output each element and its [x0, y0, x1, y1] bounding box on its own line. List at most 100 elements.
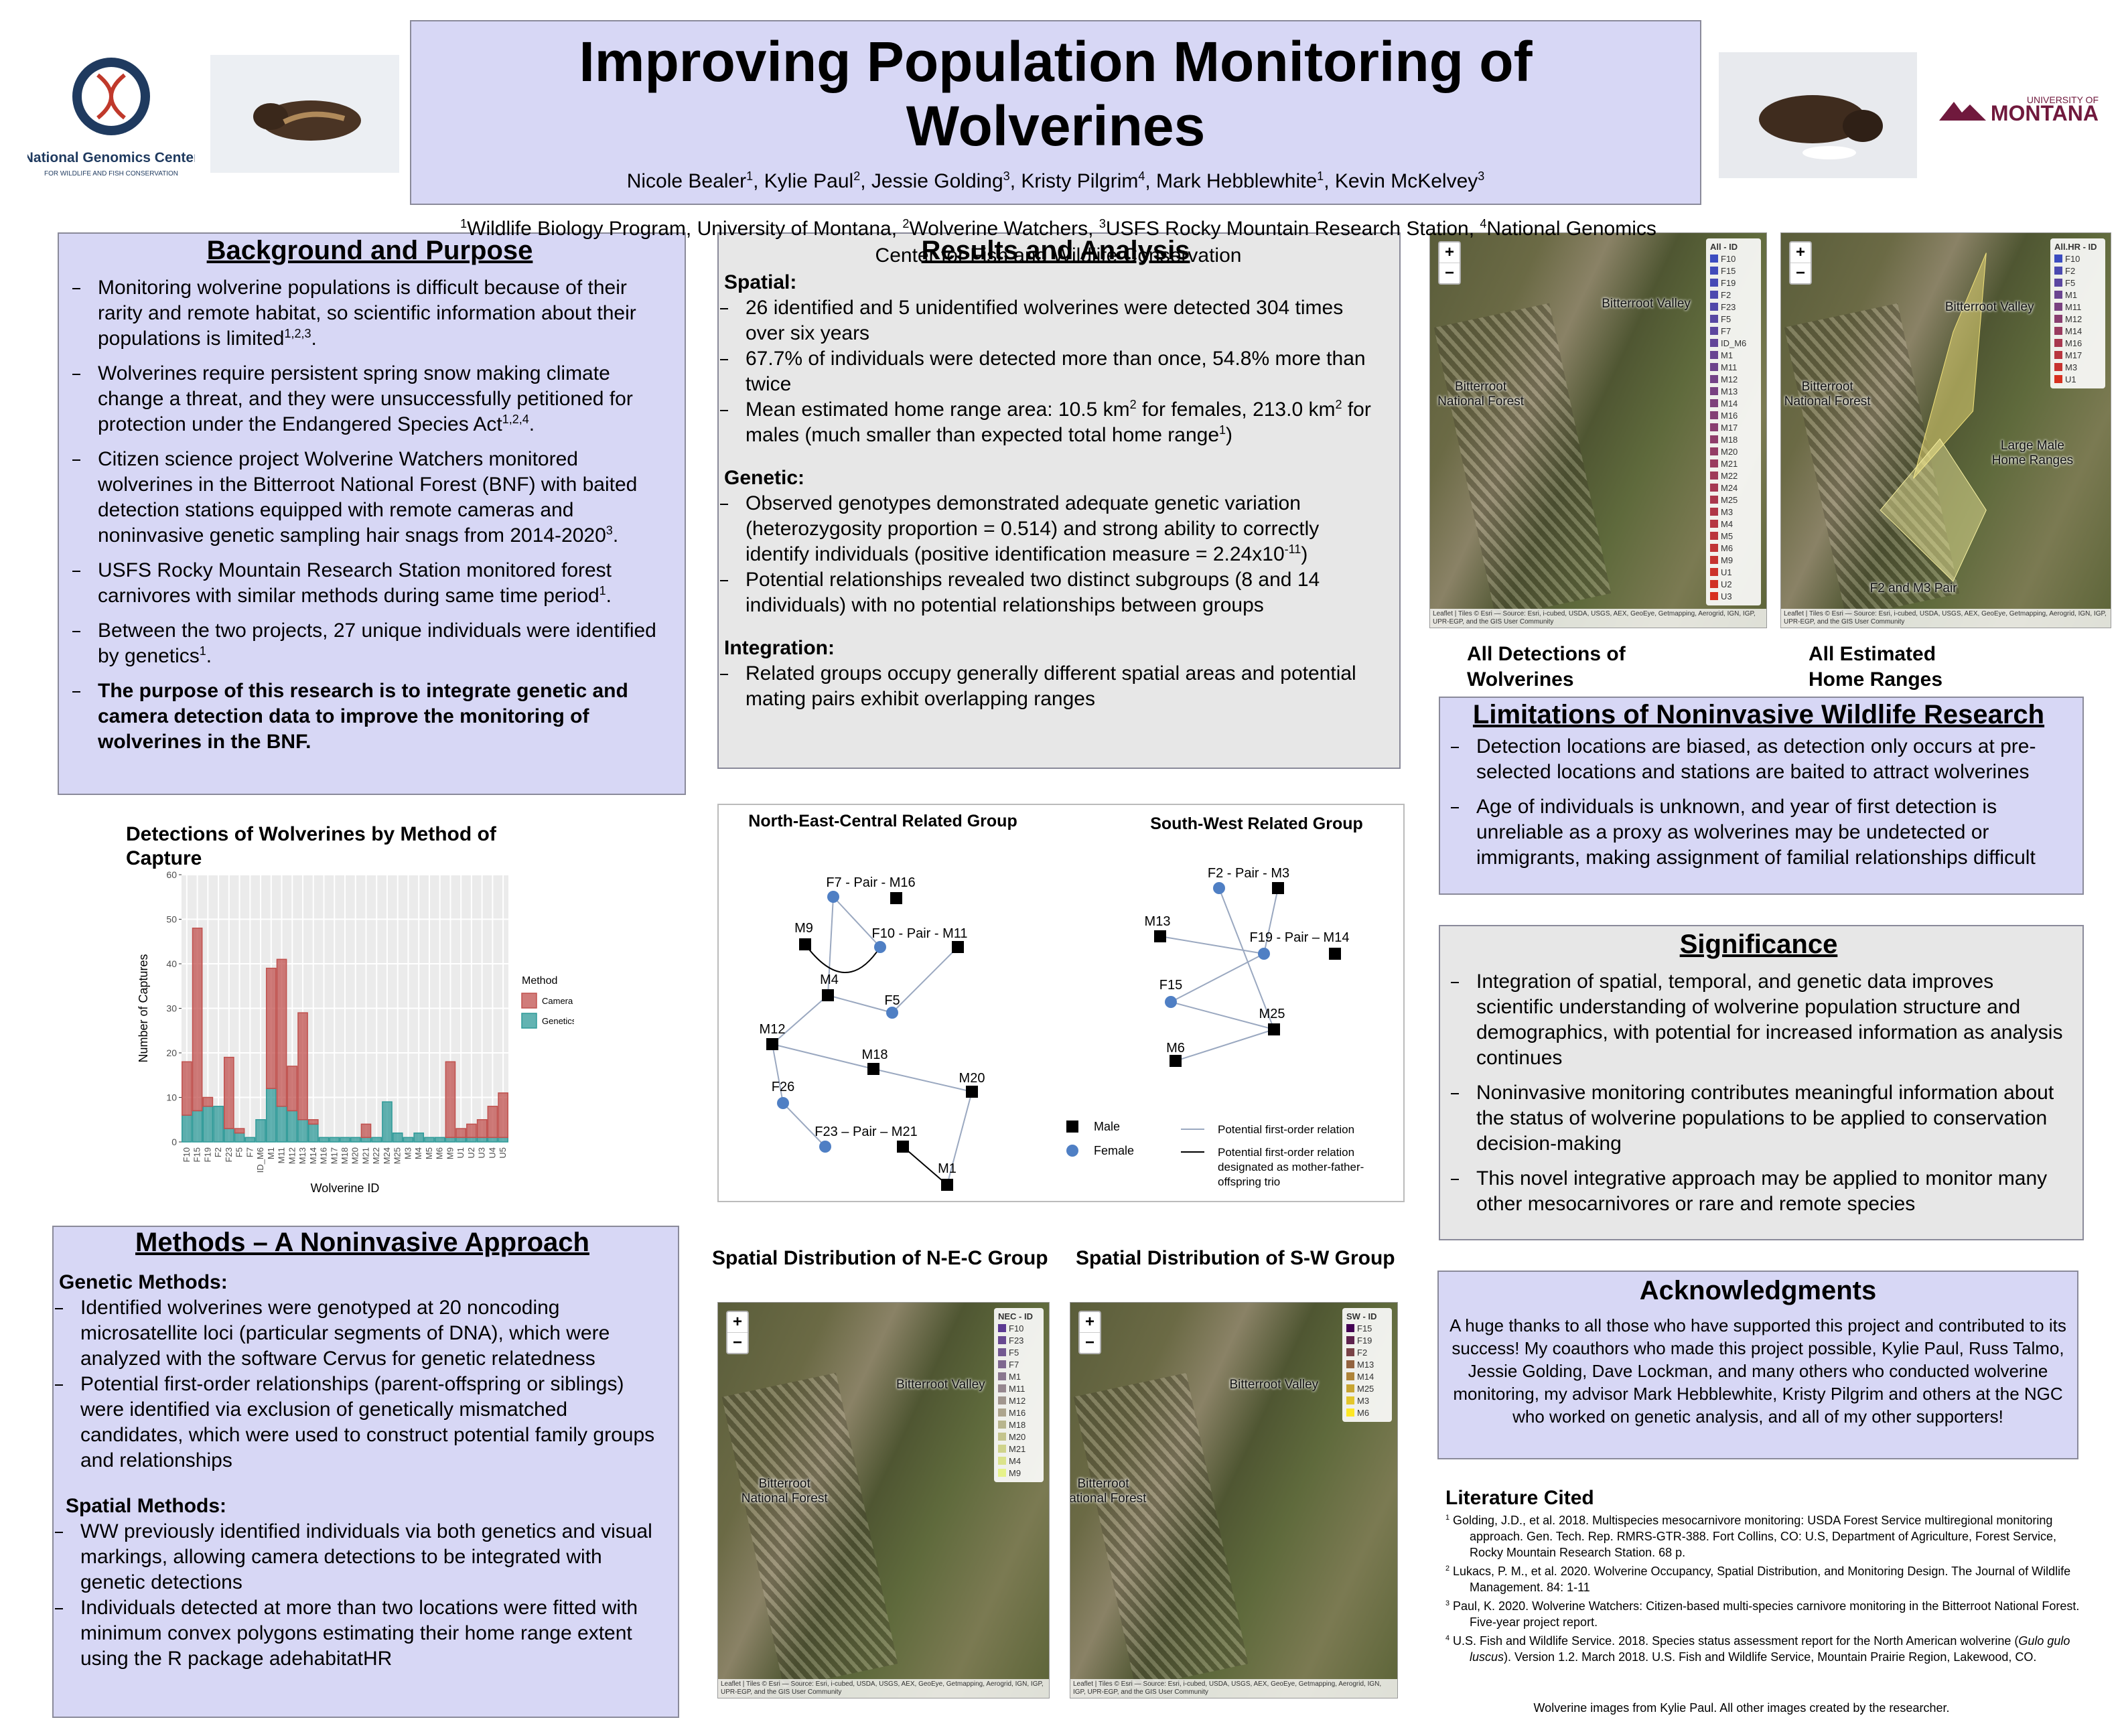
female-marker — [777, 1097, 789, 1109]
home-range-polygons — [1880, 252, 1987, 582]
chart-container: 0 10 20 30 40 50 60 F10 F15 F19 F2 F23 F5 F7 ID_M6 M1 M1… — [123, 820, 577, 1202]
wolverine-head — [1843, 110, 1883, 142]
bullet-list: Integration of spatial, temporal, and ge… — [1445, 969, 2072, 1217]
legend-title: All - ID — [1710, 242, 1738, 252]
legend-swatch — [1346, 1408, 1354, 1417]
legend-label: M1 — [1009, 1372, 1021, 1382]
text-run: Mean estimated home range area: 10.5 km — [746, 399, 1130, 421]
legend-swatch — [1710, 496, 1718, 504]
relation-line — [782, 1102, 826, 1147]
zoom-button[interactable]: + — [1795, 243, 1805, 261]
node-label: M18 — [862, 1047, 888, 1062]
title: Improving Population Monitoring of Wolve… — [579, 30, 1533, 157]
heading: Literature Cited — [1445, 1487, 1594, 1509]
superscript: 2 — [853, 169, 861, 183]
legend-swatch — [1346, 1348, 1354, 1356]
bar — [297, 1012, 308, 1120]
legend-title: All.HR - ID — [2054, 242, 2097, 252]
relationship-diagram: North-East-Central Related Group F7 - Pai… — [717, 804, 1405, 1202]
legend-item: F10 — [1710, 253, 1757, 265]
map-label: Bitterroot National Forest — [1437, 379, 1525, 409]
legend-swatch — [2054, 339, 2062, 347]
male-marker — [1170, 1055, 1182, 1067]
legend-label: M12 — [1721, 374, 1738, 384]
male-marker — [966, 1086, 978, 1098]
legend-swatch — [1710, 484, 1718, 492]
text-run: Observed genotypes demonstrated adequate… — [746, 492, 1320, 565]
legend-label: Potential first-order relation — [1218, 1123, 1354, 1136]
legend-label: F7 — [1721, 326, 1731, 336]
legend-item: M14 — [1710, 398, 1757, 410]
legend-swatch — [2054, 303, 2062, 311]
text-run: Monitoring wolverine populations is diff… — [98, 277, 636, 350]
legend-swatch — [1710, 544, 1718, 552]
reference: 2 Lukacs, P. M., et al. 2020. Wolverine … — [1445, 1563, 2084, 1595]
legend-item: M1 — [1710, 350, 1757, 362]
legend-item: M14 — [1346, 1371, 1388, 1383]
superscript: 1,2,3 — [284, 327, 311, 340]
legend-label: U1 — [2065, 374, 2076, 384]
superscript: 1 — [1445, 1514, 1450, 1522]
legend-label: U3 — [1721, 591, 1732, 601]
legend-label: F10 — [1721, 254, 1736, 264]
legend-swatch — [1710, 592, 1718, 600]
home-range — [1880, 438, 1987, 582]
text-run: , Jessie Golding — [860, 170, 1003, 192]
legend-item: F5 — [998, 1347, 1040, 1359]
legend-label: M18 — [1721, 435, 1738, 445]
y-tick-label: 40 — [166, 958, 177, 969]
legend-label: Camera — [542, 996, 573, 1006]
zoom-button[interactable]: − — [727, 1332, 748, 1353]
legend-swatch — [998, 1421, 1006, 1429]
x-tick-label: M11 — [277, 1147, 287, 1163]
zoom-button[interactable]: − — [1439, 263, 1460, 283]
text-run: Paul, K. 2020. Wolverine Watchers: Citiz… — [1449, 1599, 2080, 1629]
zoom-button[interactable]: + — [732, 1313, 742, 1331]
legend-label: F5 — [1721, 314, 1731, 324]
female-marker — [819, 1141, 831, 1153]
bullet: Identified wolverines were genotyped at … — [50, 1295, 666, 1372]
legend-title: SW - ID — [1346, 1311, 1377, 1321]
legend-swatch — [2054, 375, 2062, 383]
zoom-button[interactable]: + — [1084, 1313, 1094, 1331]
bullet-list: Detection locations are biased, as detec… — [1445, 734, 2072, 871]
wolverine-photo — [1719, 52, 1917, 178]
legend-label: M16 — [2065, 338, 2082, 348]
bar — [276, 1106, 287, 1143]
map-attribution: Leaflet | Tiles © Esri — Source: Esri, i… — [718, 1679, 1049, 1698]
legend-swatch — [1710, 387, 1718, 395]
legend-swatch — [1710, 472, 1718, 480]
bar — [192, 1110, 203, 1143]
legend-swatch — [1710, 291, 1718, 299]
legend-swatch — [1710, 339, 1718, 347]
bar — [287, 1110, 298, 1143]
zoom-button[interactable]: + — [1444, 243, 1454, 261]
zoom-button[interactable]: − — [1790, 263, 1811, 283]
legend-swatch — [1710, 556, 1718, 564]
bar — [318, 1137, 330, 1143]
legend-label: U2 — [1721, 579, 1732, 589]
legend-swatch — [1710, 363, 1718, 371]
bullet: Between the two projects, 27 unique indi… — [67, 618, 673, 669]
legend-swatch — [1710, 580, 1718, 588]
node-label: F10 - Pair - M11 — [872, 926, 968, 941]
legend-item: M17 — [1710, 422, 1757, 434]
x-tick-label: M9 — [445, 1147, 455, 1159]
x-tick-label: F7 — [244, 1147, 255, 1157]
text-run: . — [528, 413, 535, 435]
legend-item: U2 — [1710, 579, 1757, 591]
limitations-box: Limitations of Noninvasive Wildlife Rese… — [1439, 697, 2084, 895]
legend-title: Method — [522, 975, 557, 987]
legend-label: F10 — [1009, 1323, 1024, 1333]
legend-label: M21 — [1009, 1444, 1026, 1454]
legend-swatch — [2054, 291, 2062, 299]
x-tick-label: U2 — [466, 1147, 476, 1159]
legend-item: M12 — [2054, 313, 2101, 326]
bar — [445, 1061, 456, 1139]
zoom-button[interactable]: − — [1080, 1332, 1100, 1353]
y-axis-title: Number of Captures — [137, 954, 150, 1062]
logo-sub: FOR WILDLIFE AND FISH CONSERVATION — [44, 170, 178, 177]
node-label: M4 — [820, 972, 839, 987]
x-tick-label: M18 — [340, 1147, 350, 1164]
node-label: M9 — [794, 921, 813, 936]
